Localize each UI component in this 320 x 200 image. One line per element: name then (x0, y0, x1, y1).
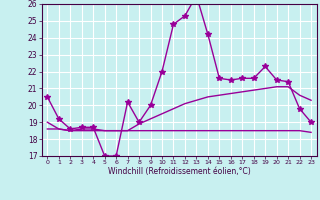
X-axis label: Windchill (Refroidissement éolien,°C): Windchill (Refroidissement éolien,°C) (108, 167, 251, 176)
